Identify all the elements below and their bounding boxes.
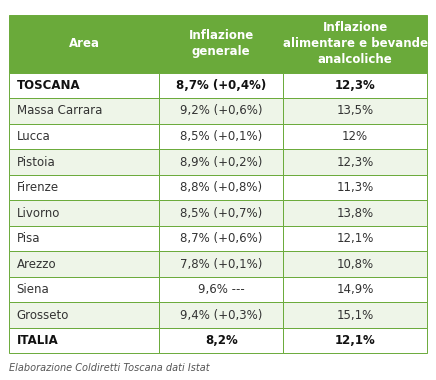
Text: 12,3%: 12,3% bbox=[337, 155, 374, 168]
Bar bbox=[9, 124, 160, 149]
Bar bbox=[283, 73, 427, 98]
Bar bbox=[160, 98, 283, 124]
Bar bbox=[160, 124, 283, 149]
Text: Elaborazione Coldiretti Toscana dati Istat: Elaborazione Coldiretti Toscana dati Ist… bbox=[9, 363, 209, 373]
Text: Pistoia: Pistoia bbox=[17, 155, 55, 168]
Text: 9,4% (+0,3%): 9,4% (+0,3%) bbox=[180, 309, 262, 321]
Bar bbox=[283, 277, 427, 302]
Bar bbox=[9, 149, 160, 175]
Text: 8,7% (+0,4%): 8,7% (+0,4%) bbox=[176, 79, 266, 92]
Text: Grosseto: Grosseto bbox=[17, 309, 69, 321]
Text: Massa Carrara: Massa Carrara bbox=[17, 105, 102, 117]
Bar bbox=[160, 175, 283, 200]
Bar bbox=[160, 226, 283, 251]
Text: 12%: 12% bbox=[342, 130, 368, 143]
Text: 8,5% (+0,7%): 8,5% (+0,7%) bbox=[180, 207, 262, 220]
Bar bbox=[9, 226, 160, 251]
Text: Pisa: Pisa bbox=[17, 232, 40, 245]
Bar bbox=[9, 175, 160, 200]
Text: Lucca: Lucca bbox=[17, 130, 50, 143]
Text: 11,3%: 11,3% bbox=[337, 181, 374, 194]
Bar bbox=[160, 73, 283, 98]
Bar bbox=[160, 277, 283, 302]
Bar bbox=[160, 15, 283, 73]
Text: 8,2%: 8,2% bbox=[205, 334, 238, 347]
Bar bbox=[160, 251, 283, 277]
Bar bbox=[160, 200, 283, 226]
Text: 8,9% (+0,2%): 8,9% (+0,2%) bbox=[180, 155, 262, 168]
Bar bbox=[283, 149, 427, 175]
Bar bbox=[160, 302, 283, 328]
Bar bbox=[9, 328, 160, 353]
Bar bbox=[283, 226, 427, 251]
Text: 12,3%: 12,3% bbox=[335, 79, 375, 92]
Bar bbox=[9, 302, 160, 328]
Bar bbox=[283, 200, 427, 226]
Text: 12,1%: 12,1% bbox=[335, 334, 375, 347]
Bar bbox=[9, 251, 160, 277]
Text: ITALIA: ITALIA bbox=[17, 334, 58, 347]
Text: 15,1%: 15,1% bbox=[337, 309, 374, 321]
Bar bbox=[283, 175, 427, 200]
Text: 8,7% (+0,6%): 8,7% (+0,6%) bbox=[180, 232, 262, 245]
Bar bbox=[160, 328, 283, 353]
Bar bbox=[283, 251, 427, 277]
Text: Area: Area bbox=[68, 38, 99, 51]
Text: Arezzo: Arezzo bbox=[17, 258, 56, 271]
Text: 8,5% (+0,1%): 8,5% (+0,1%) bbox=[180, 130, 262, 143]
Bar bbox=[283, 124, 427, 149]
Text: Livorno: Livorno bbox=[17, 207, 60, 220]
Text: 7,8% (+0,1%): 7,8% (+0,1%) bbox=[180, 258, 262, 271]
Bar bbox=[283, 15, 427, 73]
Text: 14,9%: 14,9% bbox=[337, 283, 374, 296]
Bar bbox=[283, 98, 427, 124]
Bar bbox=[283, 302, 427, 328]
Bar bbox=[9, 277, 160, 302]
Text: TOSCANA: TOSCANA bbox=[17, 79, 80, 92]
Text: Inflazione
generale: Inflazione generale bbox=[188, 29, 254, 59]
Bar bbox=[9, 15, 160, 73]
Text: 9,6% ---: 9,6% --- bbox=[198, 283, 245, 296]
Text: Firenze: Firenze bbox=[17, 181, 59, 194]
Text: 12,1%: 12,1% bbox=[337, 232, 374, 245]
Text: 8,8% (+0,8%): 8,8% (+0,8%) bbox=[180, 181, 262, 194]
Text: 9,2% (+0,6%): 9,2% (+0,6%) bbox=[180, 105, 262, 117]
Bar bbox=[160, 149, 283, 175]
Text: Siena: Siena bbox=[17, 283, 49, 296]
Bar bbox=[9, 200, 160, 226]
Bar bbox=[9, 98, 160, 124]
Bar bbox=[283, 328, 427, 353]
Text: Inflazione
alimentare e bevande
analcoliche: Inflazione alimentare e bevande analcoli… bbox=[283, 21, 428, 66]
Text: 13,8%: 13,8% bbox=[337, 207, 374, 220]
Bar bbox=[9, 73, 160, 98]
Text: 13,5%: 13,5% bbox=[337, 105, 374, 117]
Text: 10,8%: 10,8% bbox=[337, 258, 374, 271]
